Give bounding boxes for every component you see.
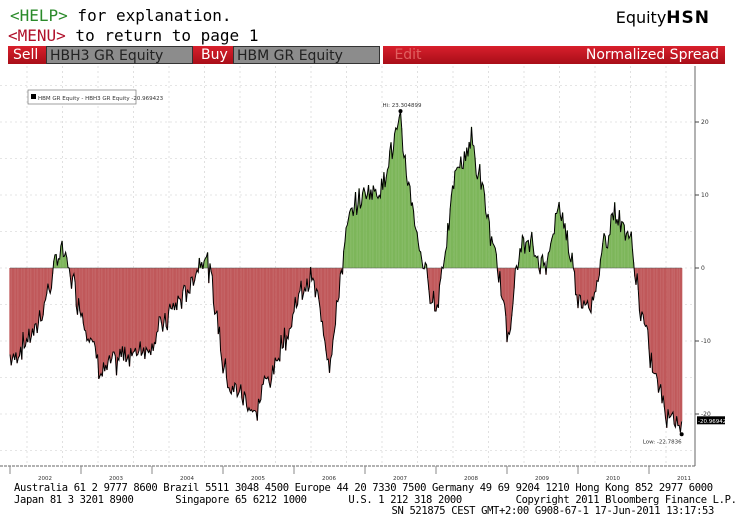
- footer-line-1: Australia 61 2 9777 8600 Brazil 5511 304…: [14, 482, 713, 494]
- low-label: Low: -22.7836: [643, 439, 682, 445]
- menu-text: to return to page 1: [65, 26, 259, 45]
- menu-line: <MENU> to return to page 1: [8, 26, 258, 45]
- last-value-badge: [697, 416, 725, 425]
- x-tick-label: 2008: [464, 476, 478, 482]
- x-tick-label: 2004: [180, 476, 194, 482]
- help-link[interactable]: <HELP>: [10, 6, 68, 25]
- buy-label: Buy: [193, 46, 233, 64]
- low-marker: [679, 432, 684, 437]
- sell-label: Sell: [8, 46, 46, 64]
- y-tick-label: 10: [701, 192, 709, 199]
- x-tick-label: 2009: [535, 476, 549, 482]
- brand: EquityHSN: [616, 8, 710, 28]
- x-tick-label: 2006: [322, 476, 336, 482]
- brand-code: HSN: [666, 8, 710, 28]
- menu-link[interactable]: <MENU>: [8, 26, 66, 45]
- edit-button[interactable]: Edit: [383, 46, 434, 64]
- footer-line-2: Japan 81 3 3201 8900 Singapore 65 6212 1…: [14, 494, 736, 506]
- footer-line-3: SN 521875 CEST GMT+2:00 G908-67-1 17-Jun…: [391, 505, 715, 517]
- spread-line: [9, 111, 683, 433]
- x-tick-label: 2003: [109, 476, 123, 482]
- hi-label: Hi: 23.304899: [383, 103, 423, 109]
- legend-box: HBM GR Equity - HBH3 GR Equity -20.96942…: [27, 89, 164, 105]
- brand-prefix: Equity: [615, 8, 667, 27]
- x-tick-label: 2011: [677, 476, 691, 482]
- x-tick-label: 2005: [251, 476, 265, 482]
- last-value-label: -20.969423: [698, 419, 730, 425]
- y-tick-label: 20: [701, 119, 709, 126]
- x-tick-label: 2007: [393, 476, 407, 482]
- y-tick-label: -20: [701, 411, 711, 418]
- help-line: <HELP> for explanation.: [10, 6, 232, 25]
- x-tick-label: 2010: [606, 476, 620, 482]
- help-text: for explanation.: [67, 6, 232, 25]
- view-title: Normalized Spread: [433, 46, 725, 64]
- y-tick-label: 0: [701, 265, 705, 272]
- legend-label: HBM GR Equity - HBH3 GR Equity -20.96942…: [38, 96, 164, 102]
- sell-ticker-field[interactable]: HBH3 GR Equity: [46, 46, 193, 64]
- x-tick-label: 2002: [38, 476, 52, 482]
- buy-ticker-field[interactable]: HBM GR Equity: [233, 46, 380, 64]
- y-tick-label: -10: [701, 338, 711, 345]
